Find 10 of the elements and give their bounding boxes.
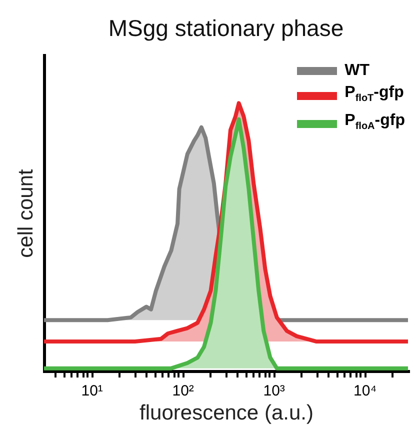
x-tick-label: 10³ [263,382,285,400]
legend-label: P$_{floT}$-gfp [344,83,404,106]
legend-label: WT [344,61,370,81]
x-tick-label: 10¹ [81,382,103,400]
chart-title: MSgg stationary phase [108,15,344,41]
y-axis-title: cell count [14,168,38,258]
x-tick-label: 10⁴ [354,382,377,400]
x-tick-label: 10² [172,382,194,400]
x-axis-title: fluorescence (a.u.) [140,402,314,424]
legend-label: P$_{floA}$-gfp [344,111,405,134]
